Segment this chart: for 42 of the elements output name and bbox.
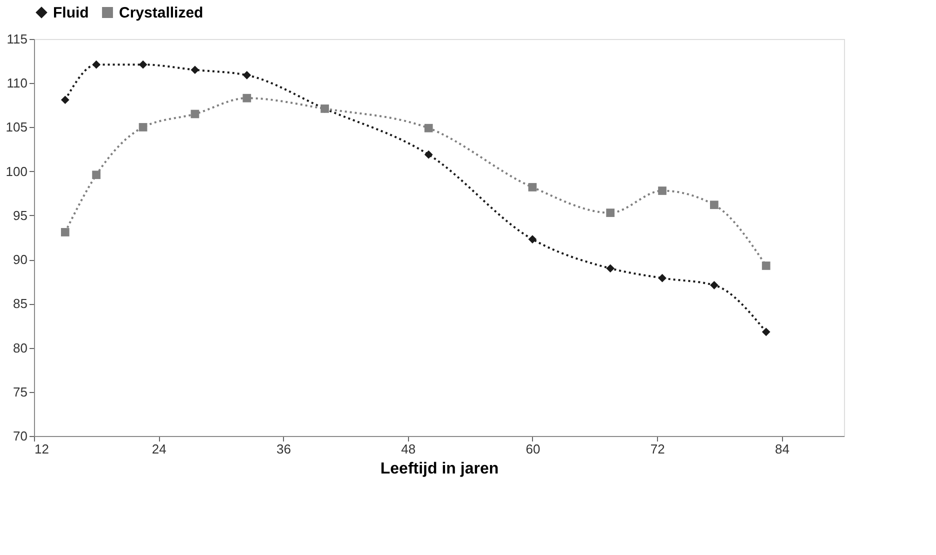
x-axis-title: Leeftijd in jaren [380,460,499,478]
legend-label: Crystallized [119,4,204,22]
point [424,124,433,132]
point [60,96,70,104]
x-tick-label: 36 [276,442,291,456]
point [138,123,148,132]
point [190,66,200,74]
point [138,60,148,69]
point [60,228,70,236]
y-tick-label: 105 [6,120,28,135]
y-tick-label: 90 [13,252,28,268]
y-tick-label: 70 [13,428,28,444]
y-tick-label: 115 [6,32,28,46]
y-tick-label: 100 [6,164,28,179]
point [190,110,200,118]
x-tick-label: 84 [774,442,790,456]
point [762,328,770,336]
x-tick-label: 12 [34,442,49,456]
x-tick-label: 48 [401,442,416,456]
point [762,262,770,270]
x-tick-label: 72 [650,442,665,456]
point [710,200,718,210]
point [658,274,666,282]
point [710,280,718,290]
point [528,183,537,192]
x-tick-label: 60 [526,442,540,456]
y-tick-label: 75 [13,384,28,400]
point [528,235,537,244]
point [242,70,252,80]
x-tick-label: 24 [152,442,166,456]
point [92,60,100,69]
legend-label: Fluid [53,4,89,22]
y-tick-label: 80 [13,340,28,356]
point [92,170,100,180]
point [242,94,252,102]
point [606,264,615,273]
y-tick-label: 85 [13,296,28,312]
point [658,186,666,195]
y-tick-label: 110 [6,76,28,91]
y-tick-label: 95 [13,208,28,223]
point [606,208,615,217]
point [424,150,433,159]
